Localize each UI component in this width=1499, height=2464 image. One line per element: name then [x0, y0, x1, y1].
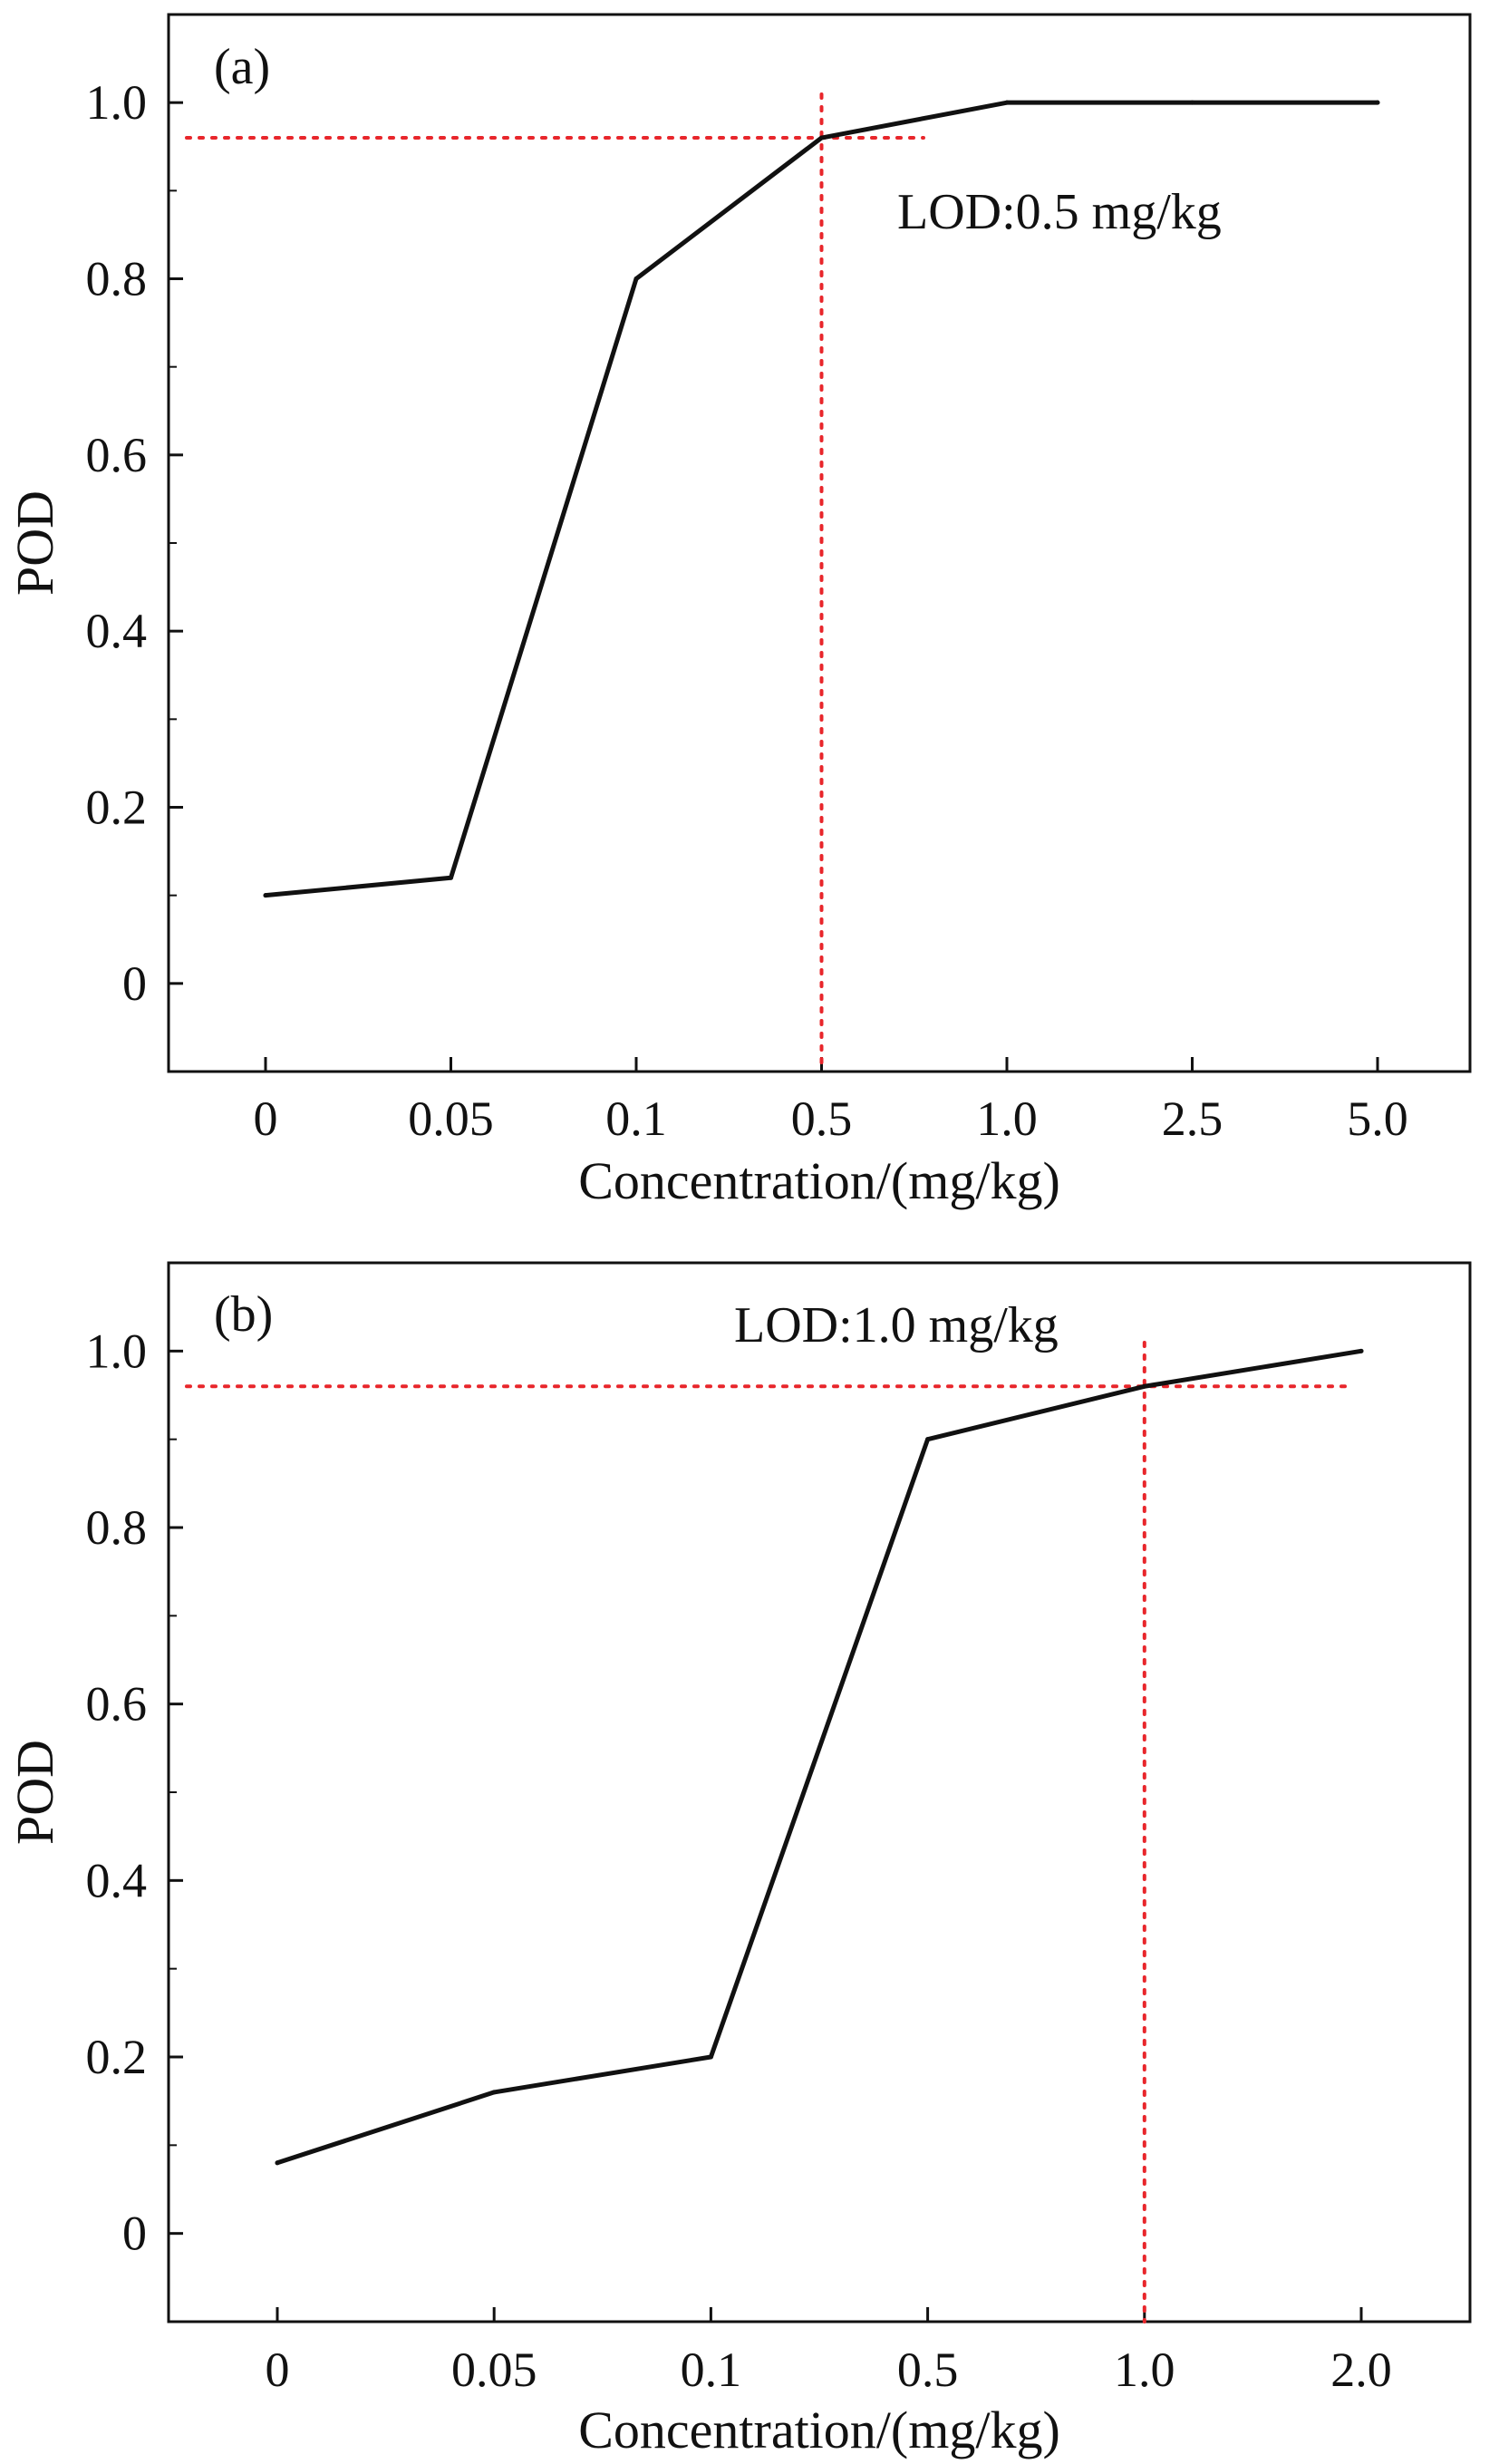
panel-b-x-tick-label: 1.0 [1114, 2343, 1175, 2397]
panel-b-x-tick-label: 2.0 [1330, 2343, 1392, 2397]
panel-a: 0 0.2 0.4 0.6 0.8 1.0 0 0.05 0.1 0.5 1.0 2.5 5.0 Conc… [5, 13, 1472, 1210]
panel-a-x-tick-label: 0.05 [408, 1091, 494, 1146]
panel-a-data-point [1190, 100, 1194, 105]
panel-a-x-tick-label: 0.5 [791, 1091, 853, 1146]
panel-a-x-tick-label: 2.5 [1162, 1091, 1223, 1146]
panel-b-x-axis-title: Concentration/(mg/kg) [578, 2401, 1060, 2459]
panel-a-data-point [819, 135, 824, 141]
panel-a-x-tick-label: 0 [254, 1091, 278, 1146]
panel-b-x-tick-label: 0 [266, 2343, 290, 2397]
panel-a-data-point [633, 276, 639, 281]
panel-b-y-tick-label: 1.0 [86, 1324, 148, 1378]
panel-b-lod-annotation: LOD:1.0 mg/kg [734, 1297, 1059, 1353]
panel-b-x-tick-label: 0.05 [451, 2343, 537, 2397]
panel-b-label: (b) [214, 1286, 273, 1343]
panel-a-x-tick-label: 1.0 [976, 1091, 1038, 1146]
panel-b-data-point [275, 2160, 280, 2166]
panel-a-y-axis-title: POD [5, 490, 64, 596]
panel-b-data-point [1359, 1348, 1364, 1353]
panel-a-y-tick-label: 0.6 [86, 428, 148, 482]
panel-a-x-tick-label: 5.0 [1347, 1091, 1408, 1146]
panel-a-data-point [1375, 100, 1380, 105]
panel-a-data-point [1004, 100, 1010, 105]
panel-b-y-axis-title: POD [5, 1740, 64, 1845]
panel-a-y-tick-label: 1.0 [86, 75, 148, 130]
panel-b-data-point [1142, 1383, 1147, 1389]
panel-b-data-point [708, 2054, 713, 2060]
panel-b: 0 0.2 0.4 0.6 0.8 1.0 0 0.05 0.1 0.5 1.0 2.0 Concent… [5, 1261, 1472, 2459]
panel-a-y-tick-label: 0 [122, 956, 147, 1011]
panel-b-y-tick-label: 0.2 [86, 2030, 148, 2084]
panel-a-data-point [263, 893, 268, 898]
panel-a-label: (a) [214, 39, 270, 95]
panel-b-data-point [491, 2090, 497, 2095]
panel-b-y-tick-label: 0.6 [86, 1677, 148, 1732]
panel-b-y-tick-label: 0 [122, 2207, 147, 2261]
panel-a-data-point [449, 875, 453, 880]
panel-b-x-tick-label: 0.5 [897, 2343, 959, 2397]
panel-a-lod-annotation: LOD:0.5 mg/kg [897, 184, 1222, 240]
panel-b-x-tick-label: 0.1 [681, 2343, 742, 2397]
panel-b-plot-frame [167, 1261, 1472, 2323]
panel-a-y-tick-label: 0.8 [86, 252, 148, 306]
panel-a-x-axis-title: Concentration/(mg/kg) [578, 1151, 1060, 1210]
panel-b-data-point [925, 1437, 931, 1442]
panel-b-y-tick-label: 0.4 [86, 1853, 148, 1907]
panel-b-y-tick-label: 0.8 [86, 1500, 148, 1555]
panel-a-y-tick-label: 0.2 [86, 781, 148, 835]
panel-a-y-tick-label: 0.4 [86, 604, 148, 658]
panel-a-plot-frame [167, 13, 1472, 1073]
panel-b-series-line [275, 1348, 1364, 2166]
panel-a-x-tick-label: 0.1 [605, 1091, 667, 1146]
